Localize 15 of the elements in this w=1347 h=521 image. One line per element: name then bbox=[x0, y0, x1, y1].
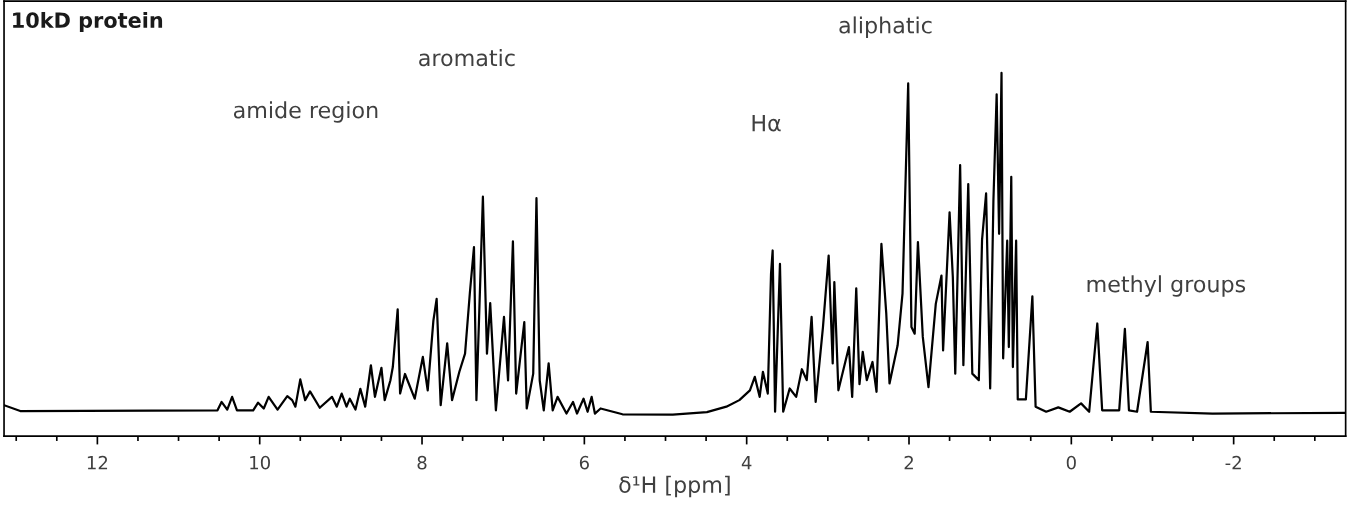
x-axis-title: δ¹H [ppm] bbox=[619, 475, 730, 498]
text: aliphatic bbox=[839, 16, 932, 38]
chart-title: 10kD protein bbox=[13, 11, 163, 33]
x-tick-label: 0 bbox=[1066, 455, 1076, 470]
annotation: amide region bbox=[233, 101, 378, 123]
text: aromatic bbox=[419, 49, 515, 67]
x-tick-label: 12 bbox=[87, 455, 108, 470]
x-tick-label: 6 bbox=[579, 455, 589, 470]
x-tick-label: 4 bbox=[741, 456, 752, 470]
annotation: Hα bbox=[752, 114, 781, 132]
annotation: methyl groups bbox=[1087, 275, 1246, 297]
x-tick-label: 2 bbox=[904, 455, 913, 470]
x-tick-label: 10 bbox=[250, 455, 270, 470]
x-tick-label: 8 bbox=[417, 455, 427, 470]
x-tick-label: -2 bbox=[1225, 455, 1241, 470]
